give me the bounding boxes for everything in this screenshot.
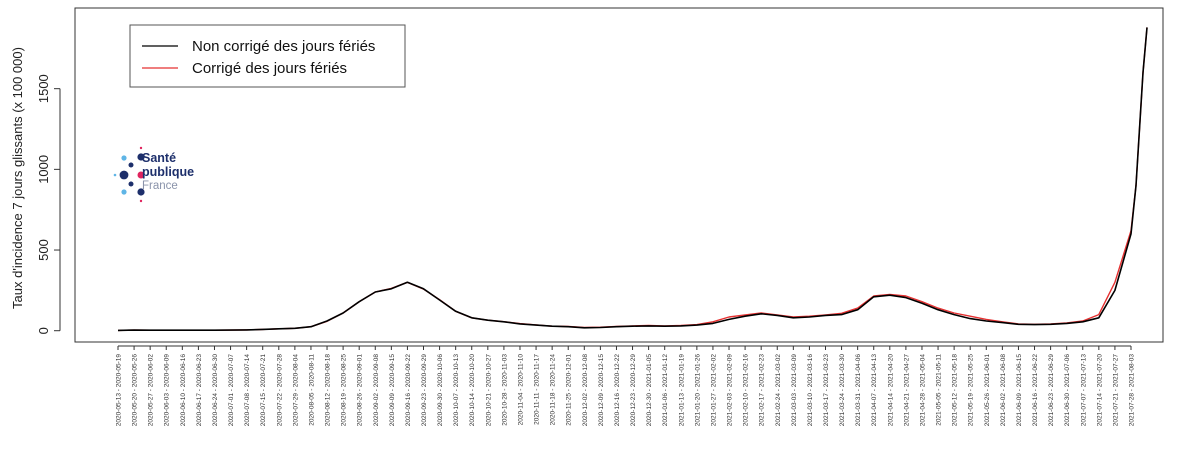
x-tick-label: 2020-09-09 - 2020-09-15 bbox=[389, 354, 396, 427]
x-tick-label: 2021-05-05 - 2021-05-11 bbox=[936, 354, 943, 426]
x-tick-label: 2021-06-23 - 2021-06-29 bbox=[1048, 354, 1055, 427]
x-tick-label: 2021-05-12 - 2021-05-18 bbox=[952, 354, 959, 427]
x-tick-label: 2021-01-13 - 2021-01-19 bbox=[678, 354, 685, 427]
x-tick-label: 2021-03-03 - 2021-03-09 bbox=[791, 354, 798, 427]
x-tick-label: 2020-08-12 - 2020-08-18 bbox=[325, 354, 332, 427]
y-tick-label: 1500 bbox=[36, 74, 51, 103]
x-tick-label: 2020-07-29 - 2020-08-04 bbox=[292, 354, 299, 427]
x-tick-label: 2020-12-09 - 2020-12-15 bbox=[598, 354, 605, 427]
series-lines bbox=[117, 27, 1148, 332]
x-tick-label: 2020-11-11 - 2020-11-17 bbox=[534, 354, 541, 425]
x-tick-label: 2021-06-09 - 2021-06-15 bbox=[1016, 354, 1023, 427]
x-tick-label: 2020-09-16 - 2020-09-22 bbox=[405, 354, 412, 427]
x-tick-label: 2020-06-24 - 2020-06-30 bbox=[212, 354, 219, 427]
x-tick-label: 2021-04-14 - 2021-04-20 bbox=[887, 354, 894, 427]
x-tick-label: 2021-03-10 - 2021-03-16 bbox=[807, 354, 814, 427]
y-tick-label: 1000 bbox=[36, 155, 51, 184]
x-tick-label: 2021-04-21 - 2021-04-27 bbox=[903, 354, 910, 427]
x-tick-label: 2021-01-20 - 2021-01-26 bbox=[694, 354, 701, 427]
x-tick-label: 2020-10-07 - 2020-10-13 bbox=[453, 354, 460, 427]
x-tick-label: 2021-07-14 - 2021-07-20 bbox=[1096, 354, 1103, 427]
x-tick-label: 2021-01-27 - 2021-02-02 bbox=[710, 354, 717, 427]
x-tick-label: 2020-11-18 - 2020-11-24 bbox=[550, 354, 557, 426]
x-tick-label: 2021-05-26 - 2021-06-01 bbox=[984, 354, 991, 427]
y-tick-label: 500 bbox=[36, 239, 51, 261]
legend: Non corrigé des jours fériés Corrigé des… bbox=[129, 24, 406, 88]
x-tick-label: 2020-06-17 - 2020-06-23 bbox=[196, 354, 203, 427]
x-tick-label: 2020-07-22 - 2020-07-28 bbox=[276, 354, 283, 427]
sante-publique-france-logo: Santé publique France bbox=[112, 148, 222, 204]
x-tick-label: 2020-10-21 - 2020-10-27 bbox=[485, 354, 492, 427]
x-tick-label: 2021-06-02 - 2021-06-08 bbox=[1000, 354, 1007, 427]
x-tick-label: 2021-04-07 - 2021-04-13 bbox=[871, 354, 878, 427]
x-tick-label: 2021-04-28 - 2021-05-04 bbox=[919, 354, 926, 427]
x-tick-label: 2020-10-14 - 2020-10-20 bbox=[469, 354, 476, 427]
x-tick-label: 2020-07-01 - 2020-07-07 bbox=[228, 354, 235, 427]
x-tick-label: 2020-11-04 - 2020-11-10 bbox=[517, 354, 524, 426]
x-tick-label: 2021-05-19 - 2021-05-25 bbox=[968, 354, 975, 427]
x-tick-label: 2020-09-23 - 2020-09-29 bbox=[421, 354, 428, 427]
logo-text-sante: Santé bbox=[142, 151, 177, 165]
x-tick-label: 2021-02-24 - 2021-03-02 bbox=[775, 354, 782, 427]
x-tick-label: 2021-01-06 - 2021-01-12 bbox=[662, 354, 669, 427]
y-tick-label: 0 bbox=[36, 327, 51, 334]
x-tick-label: 2020-05-20 - 2020-05-26 bbox=[132, 354, 139, 427]
x-tick-label: 2021-02-10 - 2021-02-16 bbox=[743, 354, 750, 427]
logo-text-publique: publique bbox=[142, 165, 195, 179]
x-tick-label: 2020-06-03 - 2020-06-09 bbox=[164, 354, 171, 427]
x-tick-label: 2021-03-24 - 2021-03-30 bbox=[839, 354, 846, 427]
y-axis: 0 500 1000 1500 bbox=[36, 74, 61, 334]
legend-label-corrected: Corrigé des jours fériés bbox=[192, 60, 347, 77]
x-tick-label: 2021-06-30 - 2021-07-06 bbox=[1064, 354, 1071, 427]
x-tick-label: 2021-03-31 - 2021-04-06 bbox=[855, 354, 862, 427]
x-tick-label: 2020-08-19 - 2020-08-25 bbox=[341, 354, 348, 427]
x-axis: 2020-05-13 - 2020-05-19 2020-05-20 - 2020… bbox=[116, 345, 1136, 427]
x-tick-label: 2020-07-15 - 2020-07-21 bbox=[260, 354, 267, 427]
sante-publique-france-logo-icon bbox=[113, 146, 145, 203]
x-tick-label: 2020-11-25 - 2020-12-01 bbox=[566, 354, 573, 426]
x-tick-label: 2020-12-02 - 2020-12-08 bbox=[582, 354, 589, 427]
x-tick-label: 2021-02-17 - 2021-02-23 bbox=[759, 354, 766, 427]
y-axis-label: Taux d'incidence 7 jours glissants (x 10… bbox=[10, 47, 25, 309]
x-tick-label: 2020-05-27 - 2020-06-02 bbox=[148, 354, 155, 427]
series-line-uncorrected bbox=[117, 27, 1148, 332]
x-tick-label: 2020-12-16 - 2020-12-22 bbox=[614, 354, 621, 427]
x-tick-label: 2021-06-16 - 2021-06-22 bbox=[1032, 354, 1039, 427]
x-tick-label: 2020-08-26 - 2020-09-01 bbox=[357, 354, 364, 427]
x-tick-label: 2021-07-21 - 2021-07-27 bbox=[1112, 354, 1119, 427]
x-tick-label: 2021-07-28 - 2021-08-03 bbox=[1129, 354, 1136, 427]
x-tick-label: 2021-03-17 - 2021-03-23 bbox=[823, 354, 830, 427]
x-tick-label: 2020-08-05 - 2020-08-11 bbox=[308, 354, 315, 426]
legend-label-uncorrected: Non corrigé des jours fériés bbox=[192, 38, 375, 55]
logo-text-france: France bbox=[142, 180, 178, 192]
x-tick-label: 2020-07-08 - 2020-07-14 bbox=[244, 354, 251, 427]
x-tick-label: 2020-09-02 - 2020-09-08 bbox=[373, 354, 380, 427]
x-tick-label: 2021-07-07 - 2021-07-13 bbox=[1080, 354, 1087, 427]
x-tick-label: 2021-02-03 - 2021-02-09 bbox=[727, 354, 734, 427]
legend-box bbox=[129, 24, 406, 88]
x-tick-label: 2020-09-30 - 2020-10-06 bbox=[437, 354, 444, 427]
x-tick-label: 2020-12-23 - 2020-12-29 bbox=[630, 354, 637, 427]
x-tick-label: 2020-10-28 - 2020-11-03 bbox=[501, 354, 508, 426]
plot-frame bbox=[74, 7, 1164, 343]
x-tick-label: 2020-05-13 - 2020-05-19 bbox=[116, 354, 123, 427]
x-tick-label: 2020-12-30 - 2021-01-05 bbox=[646, 354, 653, 427]
x-tick-label: 2020-06-10 - 2020-06-16 bbox=[180, 354, 187, 427]
